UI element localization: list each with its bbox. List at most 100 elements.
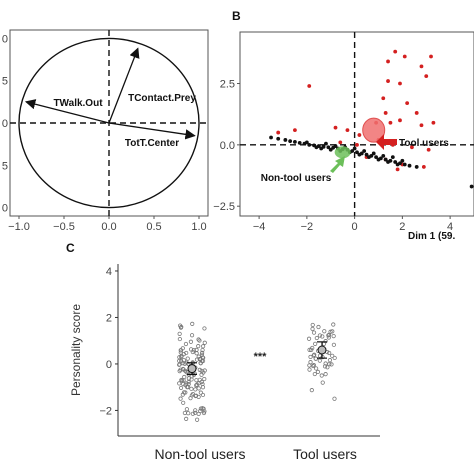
panel-b-ytick-label-0: 2.5 xyxy=(220,79,235,91)
strip-point-g0-127 xyxy=(179,354,184,360)
point-s0-19 xyxy=(345,128,350,133)
point-s1-25 xyxy=(393,160,398,164)
point-s0-16 xyxy=(419,123,424,128)
strip-point-g0-46 xyxy=(193,410,198,415)
strip-point-g1-3 xyxy=(313,341,318,346)
strip-point-g1-2 xyxy=(310,322,315,328)
panel-a-ytick-label-4: 0 xyxy=(2,203,8,215)
vector-label-tott-center: TotT.Center xyxy=(125,138,179,149)
strip-point-g0-43 xyxy=(202,409,207,414)
point-s0-1 xyxy=(402,54,407,59)
panel-b-xtick-label-3: 2 xyxy=(399,221,405,233)
strip-point-g0-115 xyxy=(196,381,201,386)
strip-point-g1-13 xyxy=(320,334,325,339)
strip-point-g0-82 xyxy=(202,326,207,331)
panel-b-xtick-label-4: 4 xyxy=(447,221,453,233)
strip-point-g1-35 xyxy=(312,371,317,377)
panel-b-frame xyxy=(239,31,474,217)
point-s1-33 xyxy=(333,144,338,148)
point-s1-49 xyxy=(395,162,400,167)
strip-point-g0-7 xyxy=(179,377,184,383)
strip-point-g1-9 xyxy=(311,363,316,369)
point-s0-6 xyxy=(386,79,390,83)
strip-point-g1-31 xyxy=(312,352,317,357)
strip-point-g0-23 xyxy=(194,351,199,356)
point-s1-19 xyxy=(364,152,369,157)
strip-point-g0-17 xyxy=(186,411,191,416)
strip-point-g1-17 xyxy=(327,350,332,356)
point-s1-40 xyxy=(400,158,405,163)
panel-c-label: C xyxy=(66,241,75,255)
strip-point-g0-55 xyxy=(199,372,204,377)
strip-point-g0-125 xyxy=(196,344,201,349)
strip-point-g0-100 xyxy=(177,336,182,342)
point-s0-12 xyxy=(414,111,419,115)
category-label-tool: Tool users xyxy=(293,446,357,462)
strip-point-g0-104 xyxy=(186,382,191,387)
strip-point-g1-1 xyxy=(330,329,335,334)
strip-point-g0-109 xyxy=(200,381,205,387)
strip-point-g1-32 xyxy=(332,355,337,361)
strip-point-g0-94 xyxy=(177,331,182,336)
panel-a-xtick-label-4: 1.0 xyxy=(191,221,206,233)
annotation-tool-users: Tool users xyxy=(399,138,449,149)
point-s0-23 xyxy=(410,145,414,150)
strip-point-g1-0 xyxy=(313,366,319,371)
point-s0-14 xyxy=(388,120,393,125)
strip-point-g0-96 xyxy=(194,357,200,362)
strip-point-g1-50 xyxy=(327,362,332,367)
panel-b-xtick-label-0: −4 xyxy=(253,221,266,233)
strip-point-g0-51 xyxy=(190,411,195,416)
point-s0-20 xyxy=(357,133,362,137)
panel-a-ytick-label-1: 5 xyxy=(2,76,8,88)
point-s1-37 xyxy=(371,151,376,156)
strip-point-g1-41 xyxy=(307,347,312,352)
panel-c-ytick-label-1: 2 xyxy=(106,312,112,324)
vector-arrow-0 xyxy=(24,99,110,124)
category-label-non-tool: Non-tool users xyxy=(154,446,245,462)
panel-b-xtick-label-2: 0 xyxy=(352,221,358,233)
strip-point-g0-77 xyxy=(181,400,186,405)
panel-b-ytick-label-2: −2.5 xyxy=(213,201,235,213)
strip-point-g0-79 xyxy=(190,349,195,355)
strip-point-g1-33 xyxy=(311,330,317,335)
point-s0-24 xyxy=(426,147,431,152)
point-s1-35 xyxy=(352,146,357,151)
strip-point-g0-32 xyxy=(178,396,183,401)
strip-point-g0-21 xyxy=(184,407,190,412)
strip-point-g0-118 xyxy=(177,362,182,367)
strip-point-g1-45 xyxy=(319,373,324,378)
strip-point-g1-10 xyxy=(320,380,325,385)
strip-point-g0-110 xyxy=(189,386,194,391)
strip-point-g0-38 xyxy=(184,350,189,356)
point-s1-48 xyxy=(386,160,390,164)
strip-point-g1-4 xyxy=(310,326,315,332)
strip-point-g0-122 xyxy=(202,340,207,345)
panel-b-xlabel: Dim 1 (59. xyxy=(408,231,455,242)
strip-point-g0-119 xyxy=(200,355,205,360)
strip-point-g0-81 xyxy=(196,337,201,342)
panel-c-ytick-label-3: −2 xyxy=(99,405,112,417)
panel-a-xtick-label-0: −1.0 xyxy=(8,221,30,233)
strip-point-g0-114 xyxy=(188,339,194,344)
panel-b-xtick-label-1: −2 xyxy=(301,221,314,233)
strip-point-g0-67 xyxy=(189,393,194,398)
strip-point-g1-23 xyxy=(331,322,336,327)
point-s0-7 xyxy=(398,81,402,86)
point-s1-3 xyxy=(288,139,293,144)
strip-point-g0-124 xyxy=(196,394,201,400)
panel-a-xtick-label-3: 0.5 xyxy=(146,221,161,233)
significance-label: *** xyxy=(254,351,268,363)
tool-users-arrow xyxy=(376,134,397,150)
strip-point-g0-26 xyxy=(189,333,195,338)
point-s1-1 xyxy=(276,136,281,141)
strip-point-g0-56 xyxy=(182,374,187,380)
panel-c-ytick-label-0: 4 xyxy=(106,266,112,278)
strip-point-g0-66 xyxy=(182,410,187,416)
strip-point-g0-84 xyxy=(197,367,202,372)
point-s0-31 xyxy=(355,142,359,147)
strip-point-g1-49 xyxy=(327,358,333,363)
point-s0-33 xyxy=(395,167,400,172)
strip-point-g1-39 xyxy=(331,342,336,347)
